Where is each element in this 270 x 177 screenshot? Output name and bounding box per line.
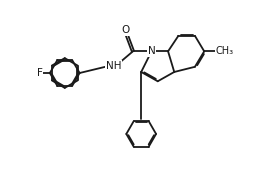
Text: NH: NH bbox=[106, 61, 121, 71]
Text: F: F bbox=[37, 68, 42, 78]
Text: CH₃: CH₃ bbox=[216, 46, 234, 56]
Text: O: O bbox=[121, 25, 129, 35]
Text: N: N bbox=[148, 46, 156, 56]
